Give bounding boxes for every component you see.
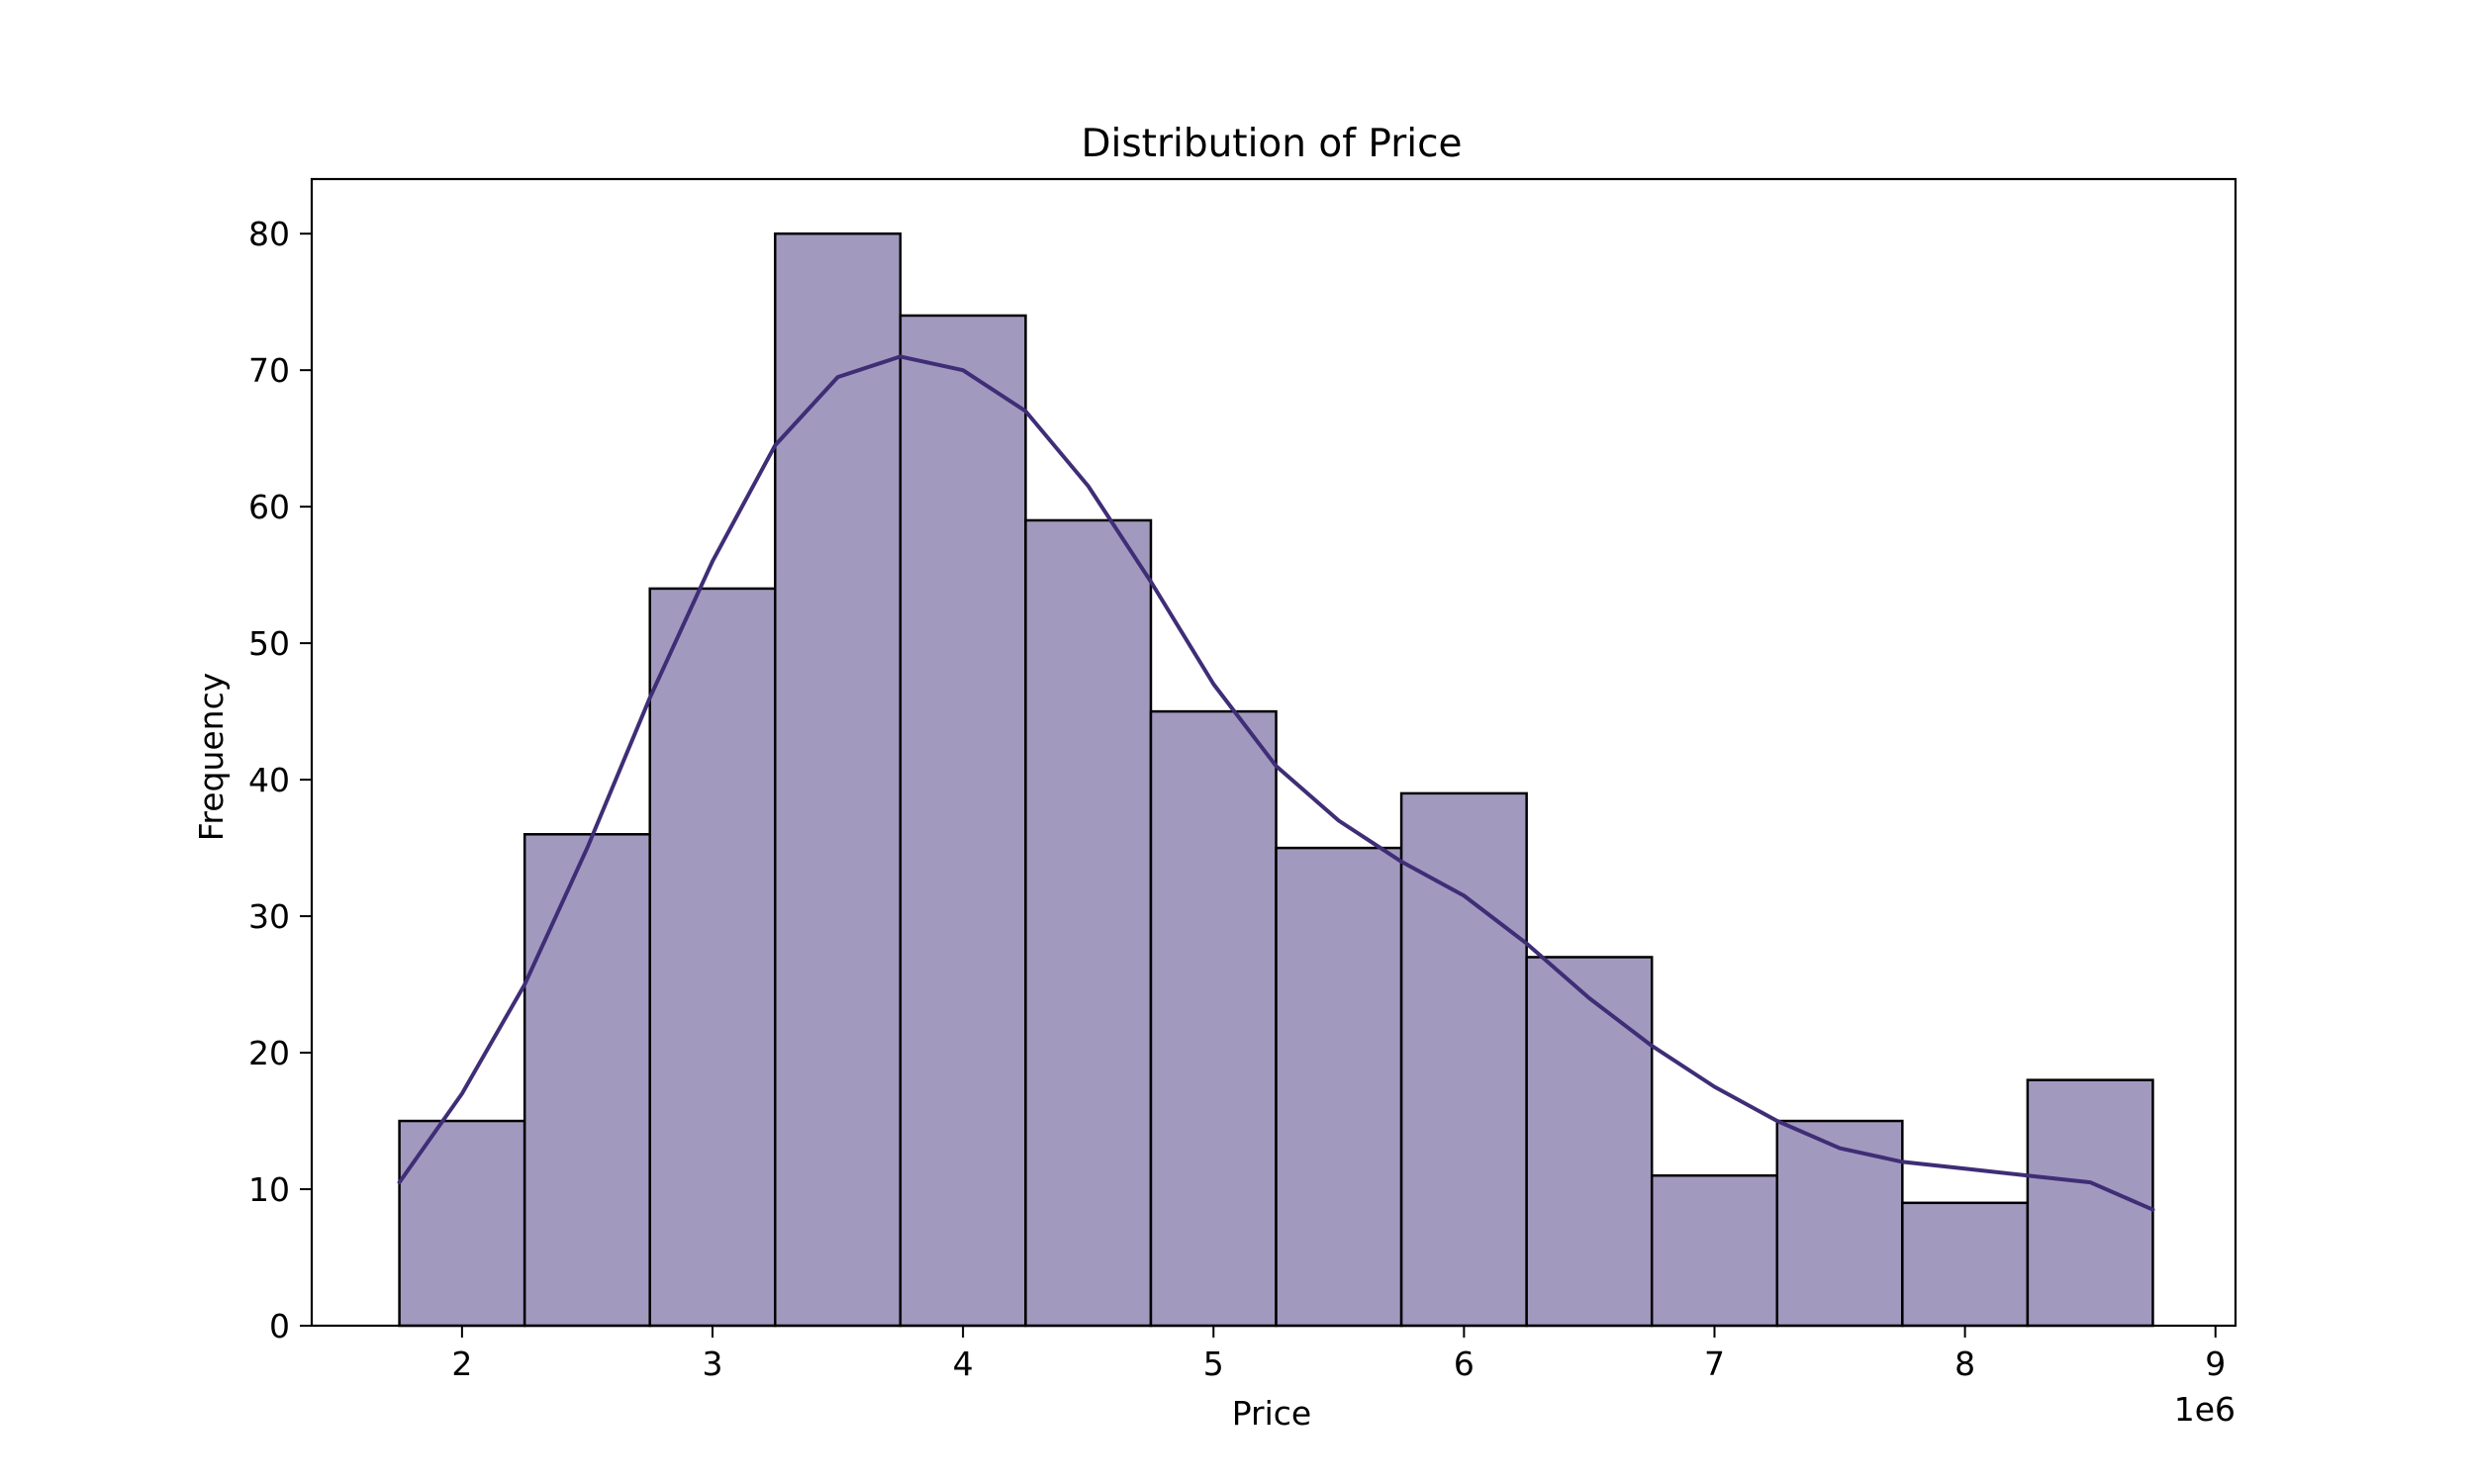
x-axis: 2 3 4 5 6 7 8 9: [451, 1326, 2226, 1383]
histogram-bar-8: [1399, 791, 1528, 1328]
kde-line: [397, 354, 2155, 1212]
x-tick-label: 4: [953, 1345, 974, 1383]
histogram-bar-6: [1149, 709, 1278, 1328]
x-axis-offset-label: 1e6: [2174, 1390, 2236, 1429]
histogram-bar-0: [398, 1119, 526, 1328]
bars-group: [398, 232, 2154, 1328]
y-tick-label: 50: [248, 624, 290, 663]
histogram-bar-13: [2026, 1078, 2154, 1328]
histogram-bar-2: [648, 587, 777, 1328]
x-axis-label: Price: [1232, 1394, 1312, 1433]
y-tick-label: 70: [248, 351, 290, 390]
x-tick-label: 6: [1454, 1345, 1475, 1383]
histogram-bar-7: [1275, 846, 1403, 1328]
x-tick-label: 2: [451, 1345, 472, 1383]
histogram-bar-10: [1650, 1173, 1779, 1328]
y-tick-label: 20: [248, 1034, 290, 1072]
x-tick-label: 5: [1203, 1345, 1224, 1383]
y-tick-label: 30: [248, 897, 290, 936]
y-tick-label: 60: [248, 488, 290, 526]
chart-title: Distribution of Price: [1081, 122, 1462, 166]
x-tick-label: 7: [1704, 1345, 1725, 1383]
histogram-bar-11: [1775, 1119, 1904, 1328]
kde-group: [397, 354, 2155, 1212]
x-tick-label: 9: [2205, 1345, 2226, 1383]
histogram-bar-5: [1024, 518, 1153, 1328]
histogram-bar-3: [774, 232, 903, 1328]
y-tick-label: 0: [269, 1307, 290, 1345]
histogram-bar-1: [523, 833, 651, 1328]
y-axis: 0 10 20 30 40 50 60 70 80: [248, 215, 312, 1345]
x-tick-label: 8: [1954, 1345, 1975, 1383]
y-axis-label: Frequency: [192, 673, 231, 841]
histogram-bar-9: [1525, 956, 1654, 1328]
y-tick-label: 10: [248, 1170, 290, 1209]
histogram-bar-12: [1901, 1201, 2030, 1328]
histogram-bar-4: [899, 314, 1027, 1328]
y-tick-label: 40: [248, 761, 290, 799]
x-tick-label: 3: [703, 1345, 723, 1383]
y-tick-label: 80: [248, 215, 290, 253]
plot-frame: [310, 177, 2237, 1328]
